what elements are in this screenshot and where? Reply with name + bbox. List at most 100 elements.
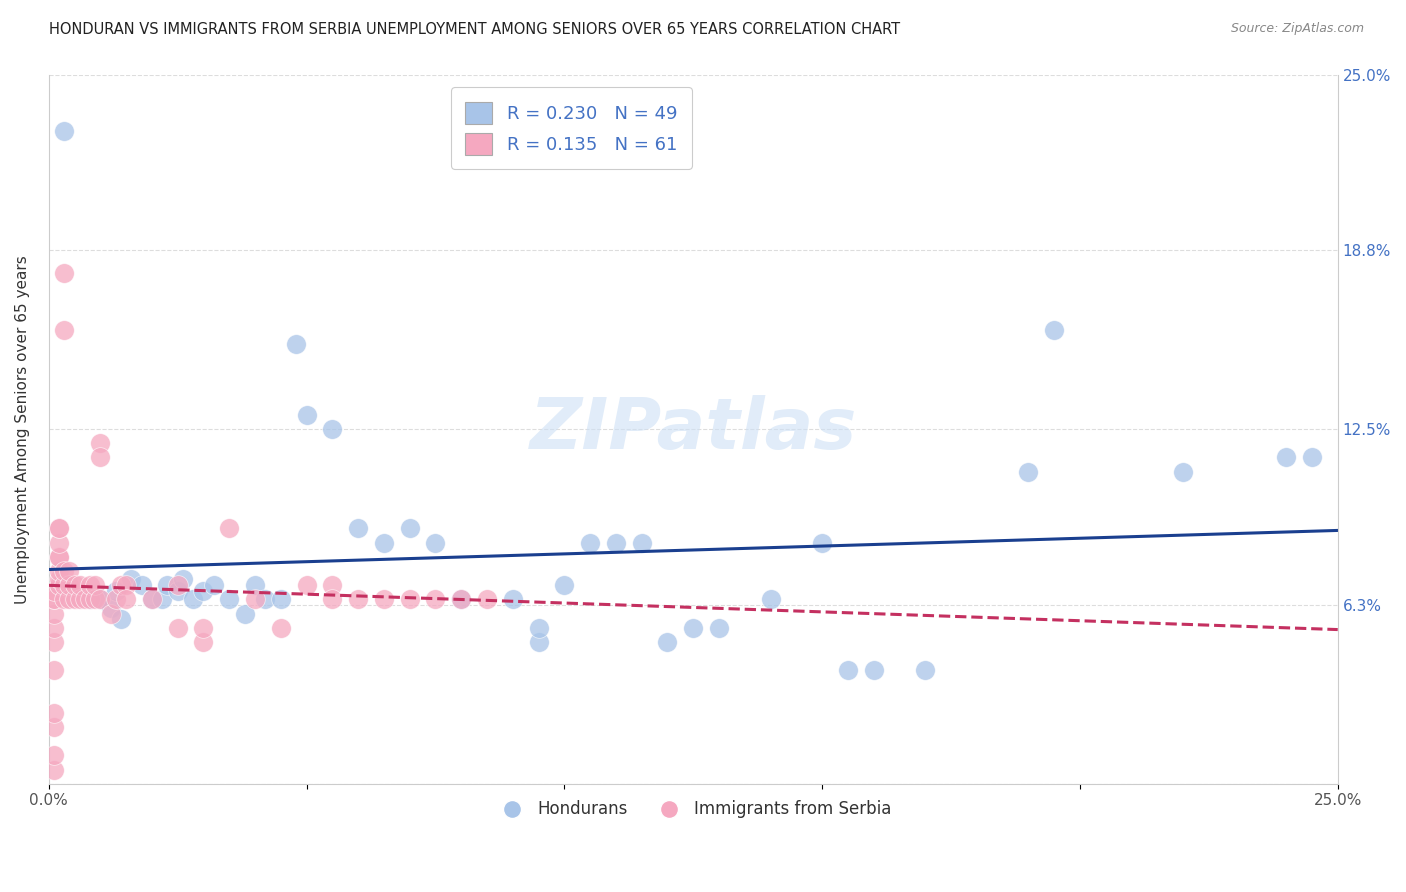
Point: [502, 592, 524, 607]
Point: [104, 592, 127, 607]
Point: [233, 607, 256, 621]
Text: Source: ZipAtlas.com: Source: ZipAtlas.com: [1230, 22, 1364, 36]
Point: [321, 592, 343, 607]
Point: [100, 600, 122, 615]
Point: [42, 706, 65, 720]
Point: [450, 592, 472, 607]
Point: [53, 564, 76, 578]
Point: [527, 635, 550, 649]
Point: [58, 564, 80, 578]
Point: [150, 592, 173, 607]
Point: [89, 436, 111, 450]
Point: [84, 578, 107, 592]
Point: [1301, 450, 1323, 465]
Point: [202, 578, 225, 592]
Point: [48, 573, 70, 587]
Text: HONDURAN VS IMMIGRANTS FROM SERBIA UNEMPLOYMENT AMONG SENIORS OVER 65 YEARS CORR: HONDURAN VS IMMIGRANTS FROM SERBIA UNEMP…: [49, 22, 900, 37]
Point: [73, 592, 96, 607]
Point: [243, 578, 266, 592]
Point: [141, 592, 163, 607]
Point: [321, 422, 343, 436]
Point: [527, 621, 550, 635]
Point: [89, 592, 111, 607]
Point: [270, 621, 292, 635]
Point: [48, 549, 70, 564]
Point: [53, 323, 76, 337]
Point: [48, 521, 70, 535]
Point: [657, 635, 679, 649]
Point: [131, 578, 153, 592]
Point: [42, 592, 65, 607]
Point: [218, 592, 240, 607]
Point: [1171, 465, 1194, 479]
Point: [84, 592, 107, 607]
Point: [837, 663, 859, 677]
Point: [110, 612, 132, 626]
Point: [295, 408, 318, 422]
Point: [1275, 450, 1298, 465]
Point: [398, 521, 420, 535]
Point: [373, 592, 395, 607]
Point: [166, 578, 188, 592]
Point: [63, 578, 86, 592]
Point: [450, 592, 472, 607]
Point: [53, 578, 76, 592]
Point: [166, 621, 188, 635]
Point: [120, 573, 142, 587]
Point: [914, 663, 936, 677]
Point: [605, 535, 627, 549]
Point: [69, 592, 91, 607]
Text: ZIPatlas: ZIPatlas: [530, 394, 856, 464]
Point: [285, 337, 308, 351]
Point: [53, 592, 76, 607]
Point: [42, 748, 65, 763]
Point: [759, 592, 782, 607]
Point: [579, 535, 602, 549]
Point: [321, 578, 343, 592]
Point: [48, 549, 70, 564]
Point: [425, 592, 447, 607]
Point: [682, 621, 704, 635]
Point: [42, 607, 65, 621]
Point: [53, 266, 76, 280]
Y-axis label: Unemployment Among Seniors over 65 years: Unemployment Among Seniors over 65 years: [15, 255, 30, 604]
Point: [181, 592, 204, 607]
Point: [42, 635, 65, 649]
Point: [172, 573, 194, 587]
Point: [811, 535, 834, 549]
Point: [193, 621, 215, 635]
Point: [89, 592, 111, 607]
Point: [1043, 323, 1066, 337]
Point: [58, 578, 80, 592]
Point: [89, 450, 111, 465]
Point: [42, 592, 65, 607]
Point: [69, 578, 91, 592]
Point: [115, 578, 138, 592]
Point: [630, 535, 652, 549]
Point: [347, 521, 370, 535]
Legend: Hondurans, Immigrants from Serbia: Hondurans, Immigrants from Serbia: [488, 794, 898, 825]
Point: [475, 592, 498, 607]
Point: [115, 592, 138, 607]
Point: [104, 583, 127, 598]
Point: [862, 663, 884, 677]
Point: [79, 592, 101, 607]
Point: [166, 583, 188, 598]
Point: [347, 592, 370, 607]
Point: [42, 583, 65, 598]
Point: [48, 535, 70, 549]
Point: [48, 564, 70, 578]
Point: [42, 720, 65, 734]
Point: [193, 583, 215, 598]
Point: [42, 621, 65, 635]
Point: [141, 592, 163, 607]
Point: [295, 578, 318, 592]
Point: [48, 521, 70, 535]
Point: [218, 521, 240, 535]
Point: [79, 592, 101, 607]
Point: [425, 535, 447, 549]
Point: [373, 535, 395, 549]
Point: [100, 607, 122, 621]
Point: [270, 592, 292, 607]
Point: [243, 592, 266, 607]
